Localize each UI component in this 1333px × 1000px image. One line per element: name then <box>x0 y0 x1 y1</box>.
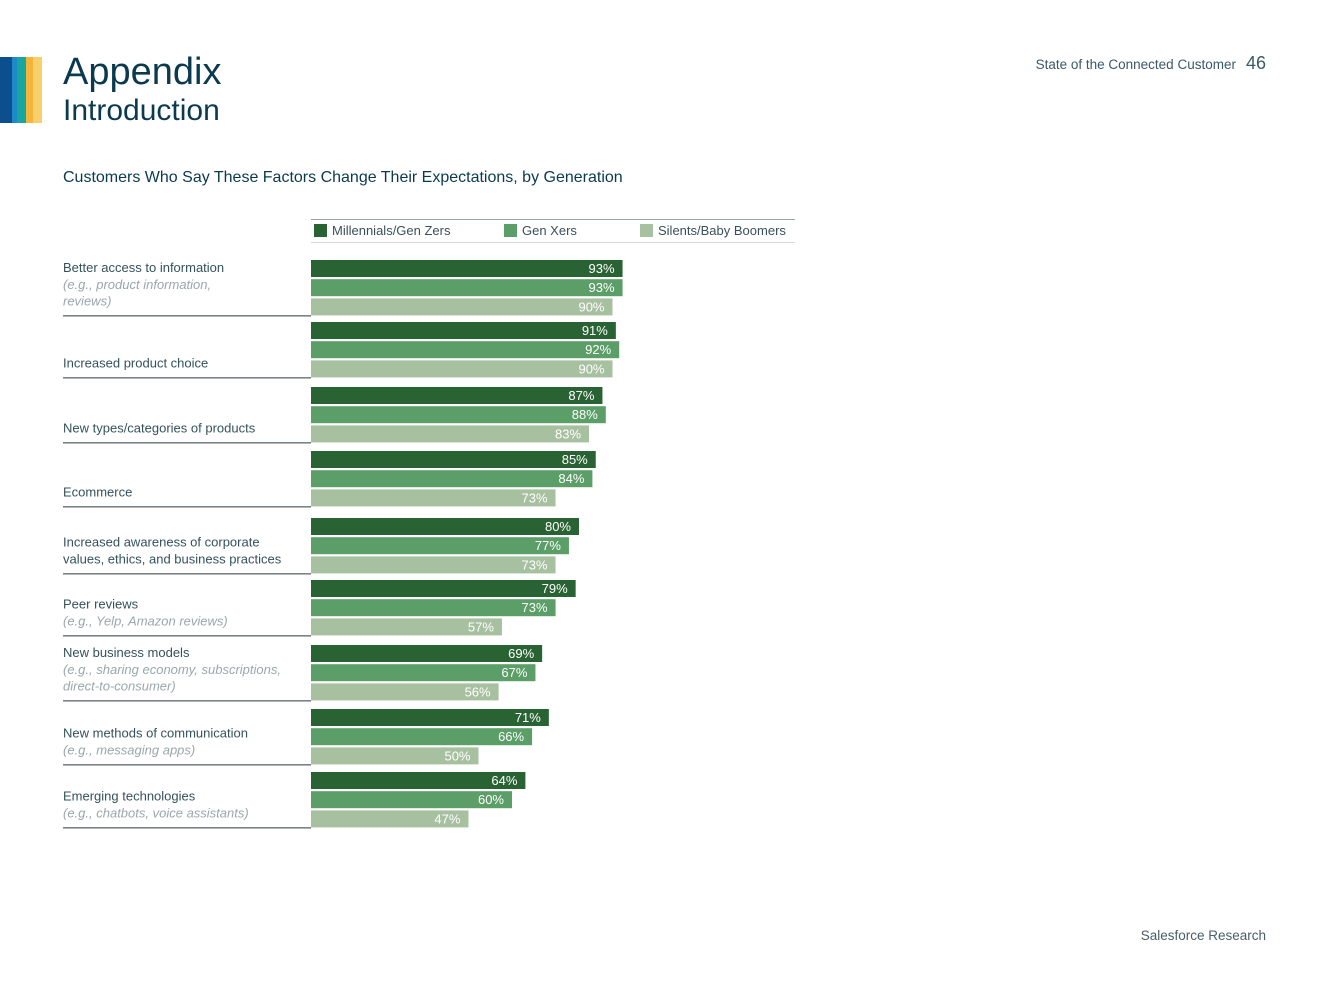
bar-value-6-1: 79% <box>542 581 568 596</box>
legend-swatch-3 <box>640 224 653 237</box>
category-note-7-2: (e.g., sharing economy, subscriptions, <box>63 662 281 677</box>
bar-value-1-1: 93% <box>589 261 615 276</box>
bar-value-9-3: 47% <box>434 811 460 826</box>
bar-value-8-1: 71% <box>515 710 541 725</box>
category-note-1-3: reviews) <box>63 294 111 309</box>
page-number: 46 <box>1245 53 1266 73</box>
bar-value-6-2: 73% <box>522 600 548 615</box>
category-note-8-2: (e.g., messaging apps) <box>63 742 195 757</box>
category-label-6-1: Peer reviews <box>63 597 139 612</box>
bar-9-1 <box>311 772 526 789</box>
bar-value-2-3: 90% <box>578 361 604 376</box>
bar-value-3-2: 88% <box>572 407 598 422</box>
stripe-3 <box>17 57 26 123</box>
bar-4-2 <box>311 470 593 488</box>
stripe-4 <box>26 57 33 123</box>
category-label-7-1: New business models <box>63 645 190 660</box>
bar-3-2 <box>311 406 606 424</box>
bar-5-3 <box>311 556 556 574</box>
bar-9-2 <box>311 791 512 809</box>
bar-value-3-1: 87% <box>568 388 594 403</box>
stripe-5 <box>33 57 42 123</box>
stripe-1 <box>0 57 12 123</box>
legend-label-2: Gen Xers <box>522 223 577 238</box>
bar-4-3 <box>311 489 556 507</box>
bar-value-7-3: 56% <box>465 684 491 699</box>
bar-value-5-3: 73% <box>522 557 548 572</box>
bar-value-7-2: 67% <box>501 665 527 680</box>
bar-value-9-1: 64% <box>491 773 517 788</box>
chart-title: Customers Who Say These Factors Change T… <box>63 169 623 186</box>
bar-8-2 <box>311 728 533 746</box>
report-name: State of the Connected Customer <box>1035 57 1236 72</box>
bar-value-8-3: 50% <box>444 748 470 763</box>
bar-8-1 <box>311 709 549 726</box>
legend-swatch-1 <box>314 224 327 237</box>
bar-1-1 <box>311 260 623 277</box>
bar-7-1 <box>311 645 543 662</box>
bar-value-2-2: 92% <box>585 342 611 357</box>
bar-value-7-1: 69% <box>508 646 534 661</box>
bar-value-5-1: 80% <box>545 519 571 534</box>
category-label-5-2: values, ethics, and business practices <box>63 551 282 566</box>
bar-7-3 <box>311 683 499 701</box>
bar-value-4-1: 85% <box>562 452 588 467</box>
footer-text: Salesforce Research <box>1140 928 1266 943</box>
bar-value-1-3: 90% <box>578 299 604 314</box>
bar-9-3 <box>311 810 469 828</box>
category-note-6-2: (e.g., Yelp, Amazon reviews) <box>63 613 228 628</box>
bar-value-9-2: 60% <box>478 792 504 807</box>
bar-1-3 <box>311 298 613 316</box>
bar-1-2 <box>311 279 623 297</box>
stripe-2 <box>12 57 17 123</box>
bar-value-5-2: 77% <box>535 538 561 553</box>
category-note-7-3: direct-to-consumer) <box>63 679 176 694</box>
bar-value-1-2: 93% <box>589 280 615 295</box>
page-title: Appendix <box>63 51 222 93</box>
bar-6-1 <box>311 580 576 597</box>
legend-label-1: Millennials/Gen Zers <box>332 223 451 238</box>
bar-4-1 <box>311 451 596 468</box>
category-label-9-1: Emerging technologies <box>63 789 196 804</box>
bar-8-3 <box>311 747 479 765</box>
category-label-8-1: New methods of communication <box>63 726 248 741</box>
bar-value-3-3: 83% <box>555 426 581 441</box>
bar-2-3 <box>311 360 613 378</box>
category-label-5-1: Increased awareness of corporate <box>63 535 260 550</box>
bar-2-2 <box>311 341 620 359</box>
category-note-9-2: (e.g., chatbots, voice assistants) <box>63 805 249 820</box>
category-note-1-2: (e.g., product information, <box>63 277 211 292</box>
category-label-3-1: New types/categories of products <box>63 420 256 435</box>
bar-3-1 <box>311 387 603 404</box>
legend-swatch-2 <box>504 224 517 237</box>
category-label-4-1: Ecommerce <box>63 484 132 499</box>
bar-5-1 <box>311 518 579 535</box>
bar-2-1 <box>311 322 616 339</box>
bar-6-3 <box>311 618 502 636</box>
legend-label-3: Silents/Baby Boomers <box>658 223 786 238</box>
bar-value-4-3: 73% <box>522 490 548 505</box>
bar-value-4-2: 84% <box>558 471 584 486</box>
bar-6-2 <box>311 599 556 617</box>
page-subtitle: Introduction <box>63 94 220 127</box>
bar-value-8-2: 66% <box>498 729 524 744</box>
bar-7-2 <box>311 664 536 682</box>
bar-value-2-1: 91% <box>582 323 608 338</box>
category-label-1-1: Better access to information <box>63 260 224 275</box>
bar-value-6-3: 57% <box>468 619 494 634</box>
bar-3-3 <box>311 425 590 443</box>
report-header: State of the Connected Customer 46 <box>1036 53 1266 74</box>
brand-stripes <box>0 57 42 123</box>
bar-5-2 <box>311 537 569 555</box>
category-label-2-1: Increased product choice <box>63 355 208 370</box>
